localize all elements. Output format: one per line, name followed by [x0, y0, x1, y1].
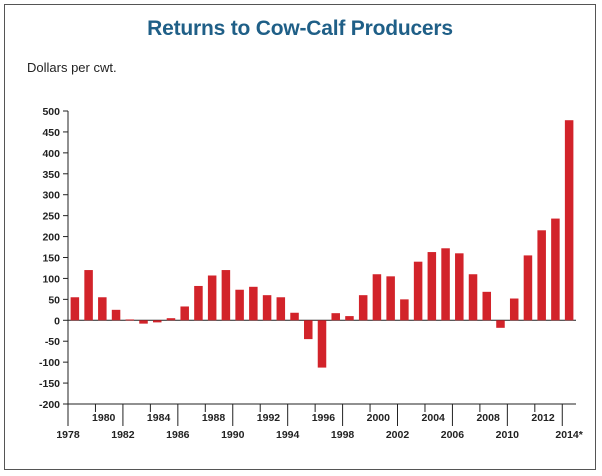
bar	[221, 270, 231, 321]
x-tick-label-lower: 2006	[441, 429, 465, 441]
x-tick-label-upper: 1996	[312, 412, 336, 424]
y-tick-label: 150	[42, 253, 60, 265]
x-tick-label-upper: 1984	[147, 412, 171, 424]
bar	[84, 270, 93, 321]
bar	[98, 297, 107, 321]
x-tick-label-lower: 1982	[111, 429, 135, 441]
bar	[70, 297, 80, 321]
chart-title: Returns to Cow-Calf Producers	[147, 17, 453, 40]
y-tick-label: 250	[42, 211, 60, 223]
bar	[180, 306, 189, 321]
y-tick-label: 400	[42, 148, 60, 160]
chart-frame: Returns to Cow-Calf Producers Dollars pe…	[4, 4, 596, 470]
bar	[551, 218, 560, 321]
bar	[249, 286, 258, 321]
x-tick-label-lower: 1986	[166, 429, 190, 441]
x-tick-label-upper: 2012	[531, 412, 555, 424]
bar	[413, 261, 423, 321]
bar	[331, 313, 340, 321]
y-axis-label: Dollars per cwt.	[27, 60, 117, 75]
y-tick-label: 0	[54, 315, 60, 327]
bar	[345, 316, 354, 321]
x-tick-label-upper: 2008	[476, 412, 500, 424]
bar	[523, 255, 533, 321]
bar	[427, 252, 437, 321]
y-tick-label: 50	[48, 294, 60, 306]
bar	[290, 312, 299, 321]
y-tick-label: -200	[39, 399, 60, 411]
y-tick-label: -100	[39, 357, 60, 369]
bar	[304, 320, 313, 340]
bar	[317, 320, 327, 368]
y-tick-label: -50	[45, 336, 60, 348]
y-tick-label: 500	[42, 106, 60, 118]
bar	[400, 299, 409, 321]
y-tick-label: 350	[42, 169, 60, 181]
bar	[441, 248, 450, 321]
bar	[235, 289, 244, 321]
x-tick-label-upper: 1980	[92, 412, 116, 424]
bar	[509, 298, 519, 321]
x-tick-label-upper: 2004	[422, 412, 446, 424]
bar	[166, 318, 176, 321]
bar	[194, 285, 203, 321]
bar	[152, 320, 162, 323]
bar	[207, 275, 217, 321]
bar	[276, 297, 286, 321]
bar	[386, 276, 395, 321]
y-tick-label: 450	[42, 127, 60, 139]
x-tick-label-upper: 2000	[367, 412, 391, 424]
bar	[358, 295, 368, 321]
bar	[468, 274, 478, 321]
x-tick-label-lower: 1998	[331, 429, 355, 441]
bar	[455, 253, 464, 321]
x-tick-label-lower: 2010	[496, 429, 520, 441]
y-tick-label: 200	[42, 232, 60, 244]
x-tick-label-lower: 2014*	[555, 429, 583, 441]
x-tick-label-upper: 1992	[257, 412, 281, 424]
y-tick-label: 300	[42, 190, 60, 202]
bar	[262, 295, 272, 321]
bar	[496, 320, 505, 328]
bar	[372, 274, 382, 321]
bar	[139, 320, 148, 324]
bar	[482, 291, 492, 321]
bar	[537, 230, 546, 321]
y-tick-label: 100	[42, 273, 60, 285]
x-tick-label-lower: 2002	[386, 429, 410, 441]
bar	[564, 120, 574, 321]
x-tick-label-lower: 1990	[221, 429, 245, 441]
x-tick-label-upper: 1988	[202, 412, 226, 424]
y-tick-label: -150	[39, 378, 60, 390]
bar	[111, 309, 121, 321]
bar	[125, 319, 135, 321]
x-tick-label-lower: 1978	[56, 429, 80, 441]
x-tick-label-lower: 1994	[276, 429, 300, 441]
